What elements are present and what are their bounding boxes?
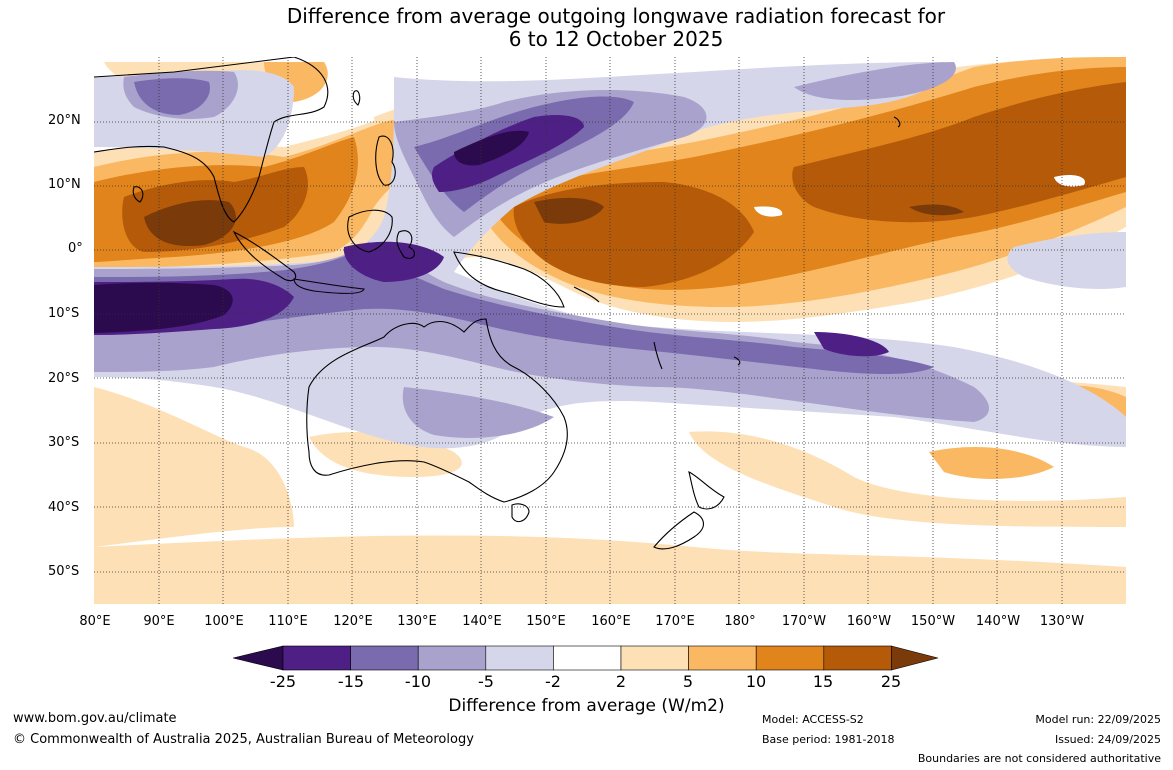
colorbar-label: -15 [337, 672, 365, 691]
issued-date: Issued: 24/09/2025 [1054, 733, 1161, 746]
colorbar-segment-neg10-neg5 [417, 645, 487, 671]
australia-coastline [306, 318, 568, 503]
model-name: Model: ACCESS-S2 [762, 713, 864, 726]
lon-label-150w: 150°W [910, 614, 956, 629]
colorbar-segment-10-15 [755, 645, 825, 671]
colorbar-segment-5-10 [688, 645, 757, 671]
colorbar-low-extend [233, 645, 284, 671]
anomaly-map [94, 57, 1126, 604]
base-period: Base period: 1981-2018 [762, 733, 895, 746]
lon-label-170w: 170°W [781, 614, 827, 629]
website-link[interactable]: www.bom.gov.au/climate [13, 711, 177, 726]
lat-label-20s: 20°S [48, 371, 80, 386]
colorbar-label: -5 [478, 672, 494, 691]
colorbar-segment-neg15-neg10 [350, 645, 419, 671]
lon-label-160e: 160°E [591, 614, 631, 629]
colorbar [233, 645, 939, 671]
philippines-coastline [375, 135, 396, 186]
lat-label-equator: 0° [68, 241, 83, 256]
lon-label-140e: 140°E [462, 614, 502, 629]
colorbar-label: 10 [745, 672, 767, 691]
colorbar-label: 5 [682, 672, 694, 691]
colorbar-label: -10 [404, 672, 432, 691]
sri-lanka-coastline [132, 186, 144, 203]
lon-label-150e: 150°E [526, 614, 566, 629]
tasmania-coastline [511, 503, 530, 523]
colorbar-segment-neg25-neg15 [282, 645, 351, 671]
lat-label-40s: 40°S [48, 500, 80, 515]
lat-label-10s: 10°S [48, 306, 80, 321]
colorbar-title: Difference from average (W/m2) [448, 696, 725, 716]
colorbar-segment-neg5-neg2 [485, 645, 554, 671]
lat-label-50s: 50°S [48, 564, 80, 579]
new-zealand-south [653, 511, 704, 550]
colorbar-segment-neg2-2 [553, 645, 622, 671]
boundaries-disclaimer: Boundaries are not considered authoritat… [917, 752, 1161, 765]
new-zealand-north [688, 470, 725, 510]
lat-label-10n: 10°N [48, 177, 81, 192]
coastlines [94, 57, 901, 550]
lon-label-120e: 120°E [333, 614, 373, 629]
copyright-text: © Commonwealth of Australia 2025, Austra… [13, 732, 474, 747]
title-line-1: Difference from average outgoing longwav… [286, 4, 946, 28]
lon-label-180: 180° [724, 614, 756, 629]
lon-label-160w: 160°W [846, 614, 892, 629]
colorbar-label: 2 [615, 672, 627, 691]
colorbar-segment-15-25 [823, 645, 892, 671]
new-guinea-coastline [453, 251, 565, 308]
taiwan-coastline [352, 90, 361, 106]
colorbar-label: 25 [880, 672, 902, 691]
lon-label-110e: 110°E [268, 614, 308, 629]
colorbar-label: -25 [269, 672, 297, 691]
colorbar-label: -2 [545, 672, 561, 691]
lon-label-170e: 170°E [655, 614, 695, 629]
lon-label-80e: 80°E [79, 614, 111, 629]
sulawesi-coastline [396, 230, 415, 259]
colorbar-segment-2-5 [620, 645, 689, 671]
borneo-coastline [347, 209, 393, 253]
lon-label-140w: 140°W [975, 614, 1021, 629]
colorbar-high-extend [891, 645, 939, 671]
hawaii [893, 116, 901, 128]
solomon-islands [573, 286, 600, 303]
java-coastline [293, 278, 365, 294]
asia-mainland-coastline [94, 57, 329, 223]
lon-label-130w: 130°W [1039, 614, 1085, 629]
colorbar-label: 15 [812, 672, 834, 691]
title-line-2: 6 to 12 October 2025 [508, 27, 724, 51]
graticule [94, 57, 1126, 604]
lat-label-30s: 30°S [48, 435, 80, 450]
lon-label-100e: 100°E [204, 614, 244, 629]
lat-label-20n: 20°N [48, 113, 81, 128]
vanuatu [653, 341, 663, 370]
model-run-date: Model run: 22/09/2025 [1035, 713, 1161, 726]
lon-label-130e: 130°E [397, 614, 437, 629]
lon-label-90e: 90°E [143, 614, 175, 629]
